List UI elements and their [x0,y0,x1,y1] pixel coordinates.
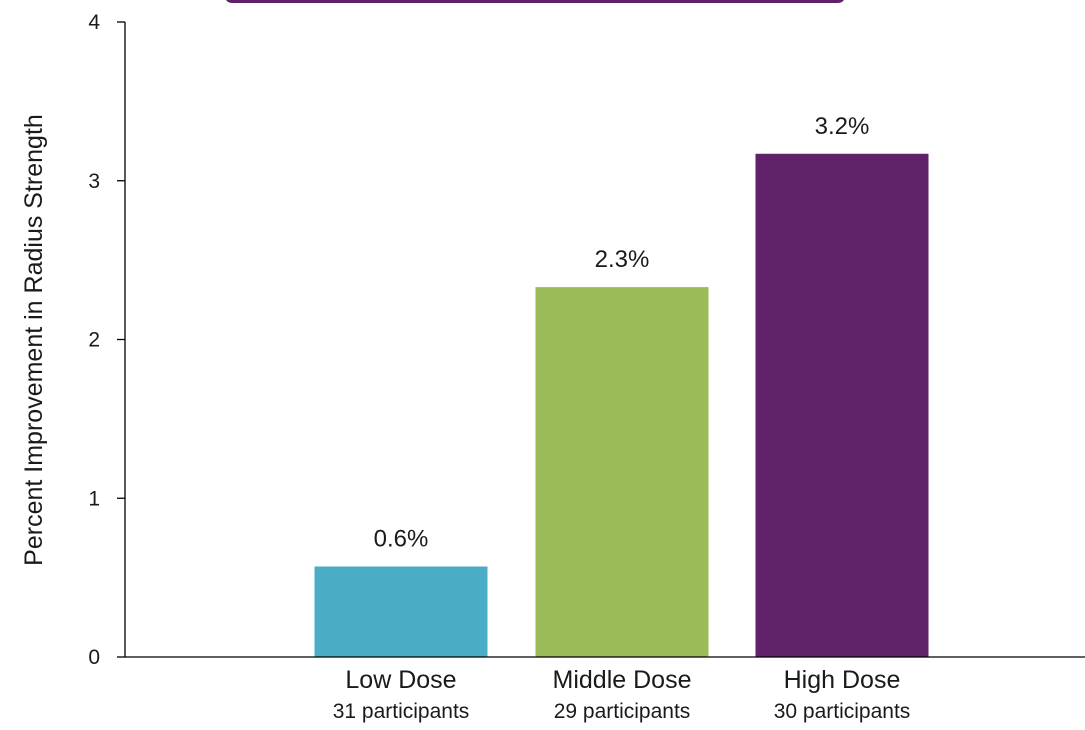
bar-middle-dose [535,287,709,657]
category-label: Middle Dose [553,666,692,694]
category-subtitle: 29 participants [554,700,691,723]
category-label: Low Dose [345,666,456,694]
data-label: 2.3% [595,246,650,273]
category-subtitle: 31 participants [333,700,470,723]
top-banner [226,0,844,3]
axis-layer: 0 1 2 3 4 [88,11,1085,669]
category-subtitle: 30 participants [774,700,911,723]
data-label: 0.6% [374,526,429,553]
bar-low-dose [314,566,488,657]
y-tick-label: 2 [88,329,100,352]
y-axis-title: Percent Improvement in Radius Strength [20,114,48,566]
y-tick-label: 4 [88,11,100,34]
y-tick-label: 0 [88,646,100,669]
labels-layer: 0.6% Low Dose 31 participants 2.3% Middle Do… [333,113,911,723]
data-label: 3.2% [815,113,870,140]
bar-high-dose [755,153,929,657]
top-banner-layer [226,0,844,3]
y-tick-label: 1 [88,487,100,510]
y-tick-label: 3 [88,170,100,193]
category-label: High Dose [784,666,901,694]
bars-layer [314,153,929,657]
